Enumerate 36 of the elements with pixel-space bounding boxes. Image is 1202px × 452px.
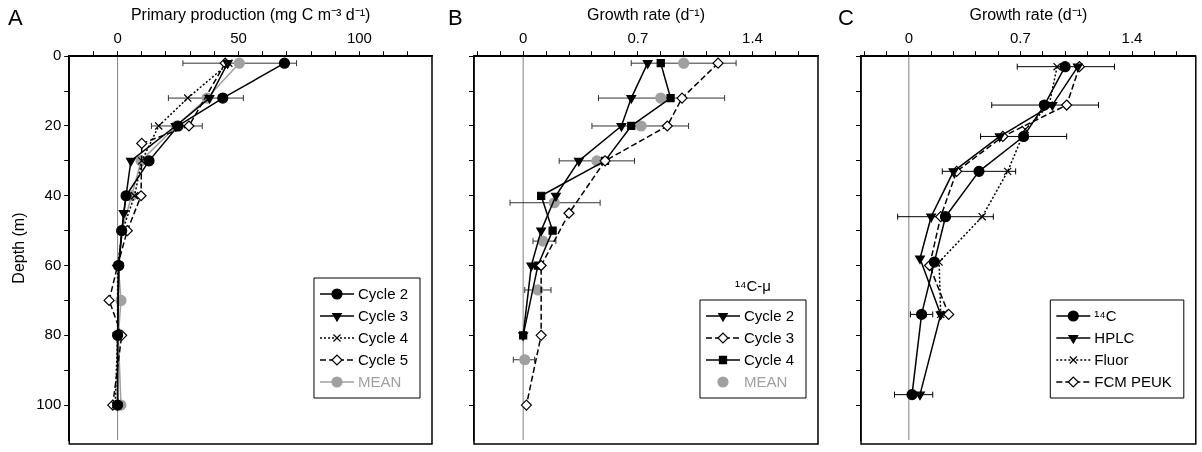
legend-title: ¹⁴C-μ — [735, 276, 771, 294]
legend-label: MEAN — [357, 373, 402, 391]
legend-label: Cycle 2 — [357, 285, 409, 303]
y-tick-label: 100 — [36, 395, 62, 413]
x-tick-label: 100 — [346, 29, 372, 47]
legend-label: ¹⁴C — [1094, 307, 1117, 325]
x-axis-title: Primary production (mg C m⁻³ d⁻¹) — [130, 6, 371, 24]
y-tick-label: 80 — [44, 325, 62, 343]
legend-label: Cycle 5 — [357, 351, 409, 369]
y-tick-label: 20 — [44, 116, 62, 134]
legend-label: Cycle 4 — [357, 329, 409, 347]
legend-label: Cycle 4 — [743, 351, 795, 369]
x-axis-title: Growth rate (d⁻¹) — [969, 6, 1088, 24]
legend-label: Cycle 3 — [357, 307, 409, 325]
legend-label: Fluor — [1094, 351, 1129, 369]
x-tick-label: 0.7 — [627, 29, 649, 47]
chart-title: C — [838, 5, 854, 31]
y-tick-label: 0 — [52, 46, 62, 64]
x-tick-label: 50 — [230, 29, 247, 47]
y-axis-title: Depth (m) — [10, 212, 28, 284]
legend-label: HPLC — [1094, 329, 1135, 347]
x-tick-label: 0 — [904, 29, 913, 47]
x-tick-label: 0 — [113, 29, 122, 47]
x-tick-label: 1.4 — [742, 29, 763, 47]
x-tick-label: 1.4 — [1121, 29, 1143, 47]
x-axis-title: Growth rate (d⁻¹) — [587, 6, 705, 24]
x-tick-label: 0 — [518, 29, 528, 47]
chart-title: A — [8, 5, 23, 31]
legend-label: MEAN — [743, 373, 788, 391]
chart-title: B — [448, 5, 463, 31]
legend-label: Cycle 2 — [743, 307, 795, 325]
y-tick-label: 60 — [44, 255, 62, 273]
x-tick-label: 0.7 — [1010, 29, 1031, 47]
legend-label: FCM PEUK — [1094, 373, 1172, 391]
y-tick-label: 40 — [44, 185, 62, 203]
legend-label: Cycle 3 — [743, 329, 795, 347]
